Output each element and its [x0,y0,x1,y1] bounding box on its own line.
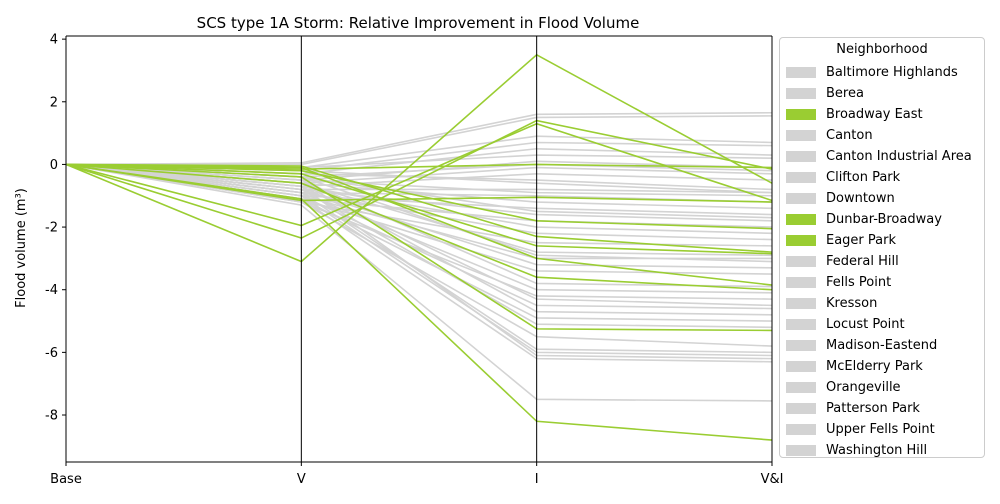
green-line-12 [65,163,773,170]
legend-label: Clifton Park [826,169,901,185]
x-tick-label: I [535,472,539,487]
gray-line-37 [65,163,773,357]
green-line-2 [65,119,773,239]
legend-item: Berea [786,84,864,102]
legend-item: Broadway East [786,105,923,123]
legend-label: Orangeville [826,379,901,395]
legend-swatch [786,234,816,246]
green-line-1 [65,53,773,263]
legend-swatch [786,402,816,414]
y-tick-label: 0 [50,158,58,173]
gray-line-34 [65,163,773,329]
legend-label: Madison-Eastend [826,337,938,353]
y-axis-label: Flood volume (m³) [14,188,29,308]
legend-item: Canton Industrial Area [786,147,972,165]
legend-item: Dunbar-Broadway [786,210,942,228]
y-tick-label: -2 [45,221,58,236]
gray-line-27 [65,163,773,288]
legend-item: Fells Point [786,273,891,291]
legend-swatch [786,150,816,162]
x-tick-label: Base [50,472,82,487]
y-tick-label: 2 [50,95,58,110]
legend-title: Neighborhood [836,42,928,57]
axes-group [65,35,773,463]
ticks-group: 4 2 0 -2 -4 -6 -8 Base V I V&I [45,33,783,487]
legend-item: Canton [786,126,873,144]
legend-label: Locust Point [826,316,905,332]
legend-label: Washington Hill [826,442,928,458]
legend-label: Downtown [826,190,895,206]
legend-swatch [786,297,816,309]
legend-swatch [786,87,816,99]
chart-title: SCS type 1A Storm: Relative Improvement … [197,14,640,32]
green-line-3 [65,122,773,227]
legend-label: Canton [826,127,873,143]
legend-swatch [786,339,816,351]
y-tick-label: -6 [45,346,58,361]
green-line-7 [65,163,773,255]
legend-label: Patterson Park [826,400,920,416]
legend-swatch [786,108,816,120]
legend-item: McElderry Park [786,357,923,375]
green-series-group [65,53,773,441]
gray-series-group [65,111,773,402]
legend-item: Downtown [786,189,895,207]
legend-swatch [786,444,816,456]
legend-swatch [786,255,816,267]
legend-swatch [786,423,816,435]
legend-label: Baltimore Highlands [826,64,958,80]
legend-item: Washington Hill [786,441,927,459]
legend-label: Federal Hill [826,253,899,269]
green-line-10 [65,163,773,332]
legend-swatch [786,318,816,330]
legend-swatch [786,360,816,372]
legend-swatch [786,66,816,78]
legend-item: Orangeville [786,378,901,396]
legend-item: Federal Hill [786,252,899,270]
legend-swatch [786,192,816,204]
legend-item: Locust Point [786,315,905,333]
legend-item: Madison-Eastend [786,336,937,354]
legend-label: Dunbar-Broadway [826,211,942,227]
legend-label: Berea [826,85,864,101]
legend-label: Upper Fells Point [826,421,935,437]
legend-label: Broadway East [826,106,923,122]
legend-label: Canton Industrial Area [826,148,972,164]
legend-label: Eager Park [826,232,897,248]
green-line-9 [65,163,773,291]
x-tick-label: V [297,472,306,487]
green-line-11 [65,163,773,441]
legend: Neighborhood Baltimore Highlands Berea Bro… [779,37,985,458]
legend-item: Upper Fells Point [786,420,935,438]
legend-item: Eager Park [786,231,896,249]
legend-swatch [786,129,816,141]
gray-line-40 [65,163,773,402]
legend-item: Baltimore Highlands [786,63,958,81]
legend-item: Patterson Park [786,399,920,417]
legend-label: McElderry Park [826,358,923,374]
y-tick-label: -8 [45,409,58,424]
legend-item: Kresson [786,294,877,312]
gray-line-38 [65,163,773,360]
legend-swatch [786,381,816,393]
legend-item: Clifton Park [786,168,900,186]
legend-swatch [786,276,816,288]
legend-label: Kresson [826,295,878,311]
legend-swatch [786,171,816,183]
legend-label: Fells Point [826,274,892,290]
y-tick-label: -4 [45,283,58,298]
x-tick-label: V&I [761,472,784,487]
legend-swatch [786,213,816,225]
y-tick-label: 4 [50,33,58,48]
